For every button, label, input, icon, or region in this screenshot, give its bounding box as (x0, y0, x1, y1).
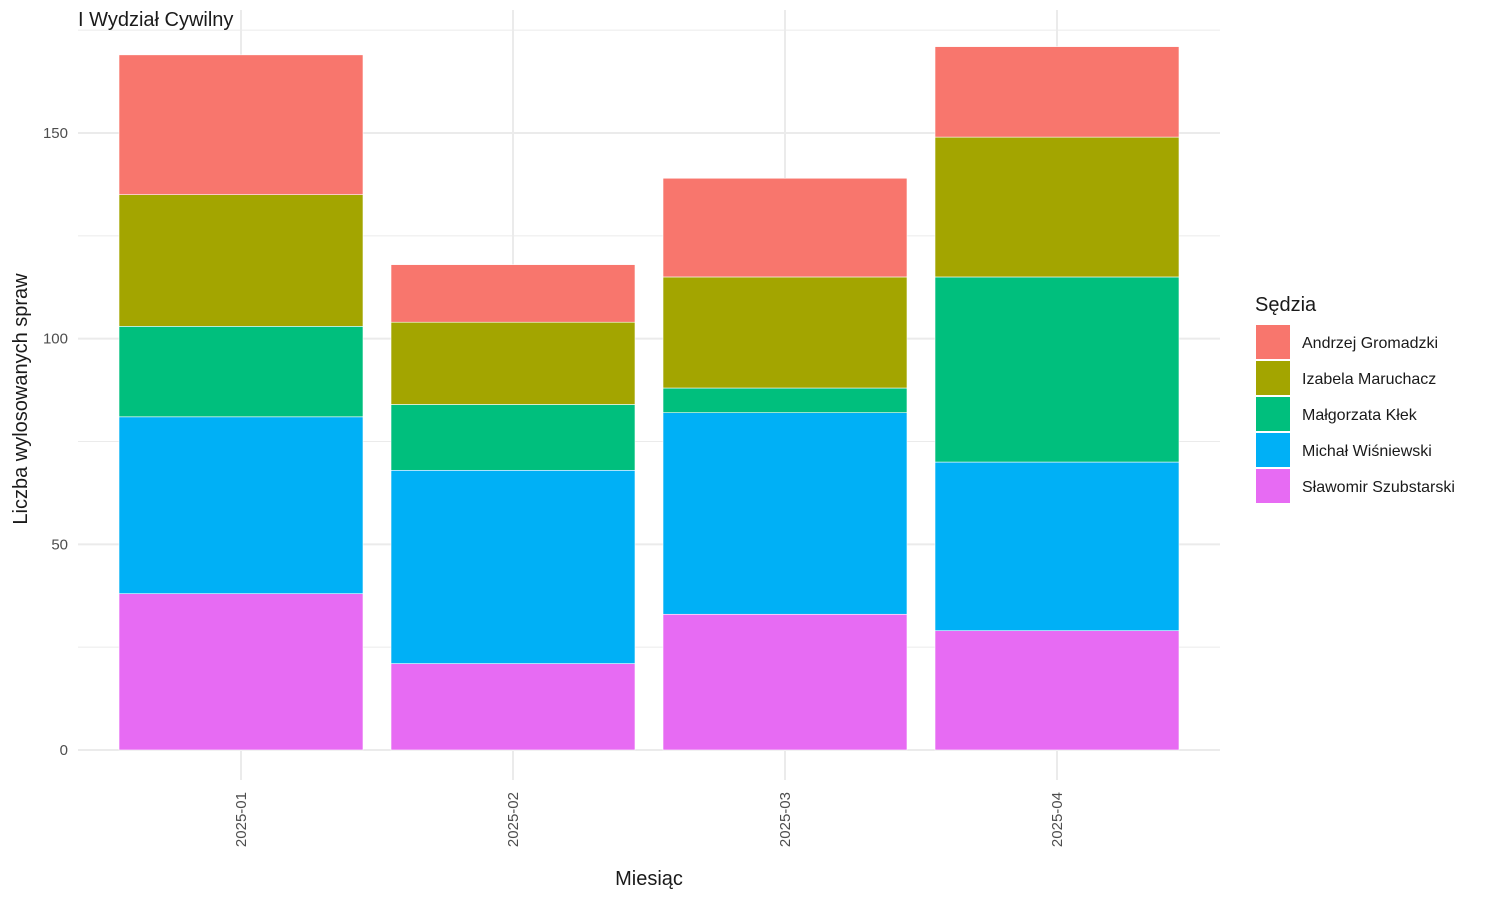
legend-label: Małgorzata Kłek (1302, 407, 1418, 424)
bar-segment (662, 177, 908, 278)
x-axis-ticks: 2025-01 2025-02 2025-03 2025-04 (233, 792, 1066, 847)
bar-segment (390, 663, 636, 751)
legend-label: Sławomir Szubstarski (1302, 479, 1455, 496)
legend-key (1256, 433, 1290, 467)
bar-segment (118, 54, 364, 196)
y-axis-ticks: 0 50 100 150 (43, 125, 68, 759)
bar-segment (662, 412, 908, 615)
bar-segment (934, 630, 1180, 751)
bar-segment (390, 264, 636, 323)
bars (118, 46, 1180, 751)
legend-label: Andrzej Gromadzki (1302, 335, 1438, 352)
legend-title: Sędzia (1255, 294, 1317, 316)
bar-segment (118, 416, 364, 594)
bar-segment (118, 326, 364, 418)
legend-label: Michał Wiśniewski (1302, 443, 1432, 460)
bar-segment (662, 613, 908, 751)
y-axis-title: Liczba wylosowanych spraw (10, 273, 32, 525)
legend-key (1256, 325, 1290, 359)
chart-title: I Wydział Cywilny (78, 9, 233, 31)
x-tick-label: 2025-02 (505, 792, 522, 847)
y-tick-label: 50 (51, 536, 68, 553)
y-tick-label: 150 (43, 125, 68, 142)
legend-key (1256, 469, 1290, 503)
bar-segment (390, 404, 636, 471)
x-tick-label: 2025-03 (777, 792, 794, 847)
x-axis-title: Miesiąc (615, 868, 683, 890)
legend-label: Izabela Maruchacz (1302, 371, 1436, 388)
x-tick-label: 2025-01 (233, 792, 250, 847)
legend: Sędzia Andrzej Gromadzki Izabela Maruchac… (1255, 294, 1455, 503)
bar-segment (390, 321, 636, 405)
y-tick-label: 0 (60, 742, 68, 759)
legend-key (1256, 361, 1290, 395)
bar-segment (934, 276, 1180, 463)
bar-segment (934, 46, 1180, 138)
bar-segment (662, 276, 908, 389)
bar-segment (390, 469, 636, 664)
y-tick-label: 100 (43, 331, 68, 348)
bar-segment (118, 194, 364, 327)
bar-segment (934, 461, 1180, 632)
x-tick-label: 2025-04 (1049, 792, 1066, 847)
bar-segment (934, 136, 1180, 278)
bar-segment (662, 387, 908, 414)
bar-segment (118, 593, 364, 751)
legend-key (1256, 397, 1290, 431)
